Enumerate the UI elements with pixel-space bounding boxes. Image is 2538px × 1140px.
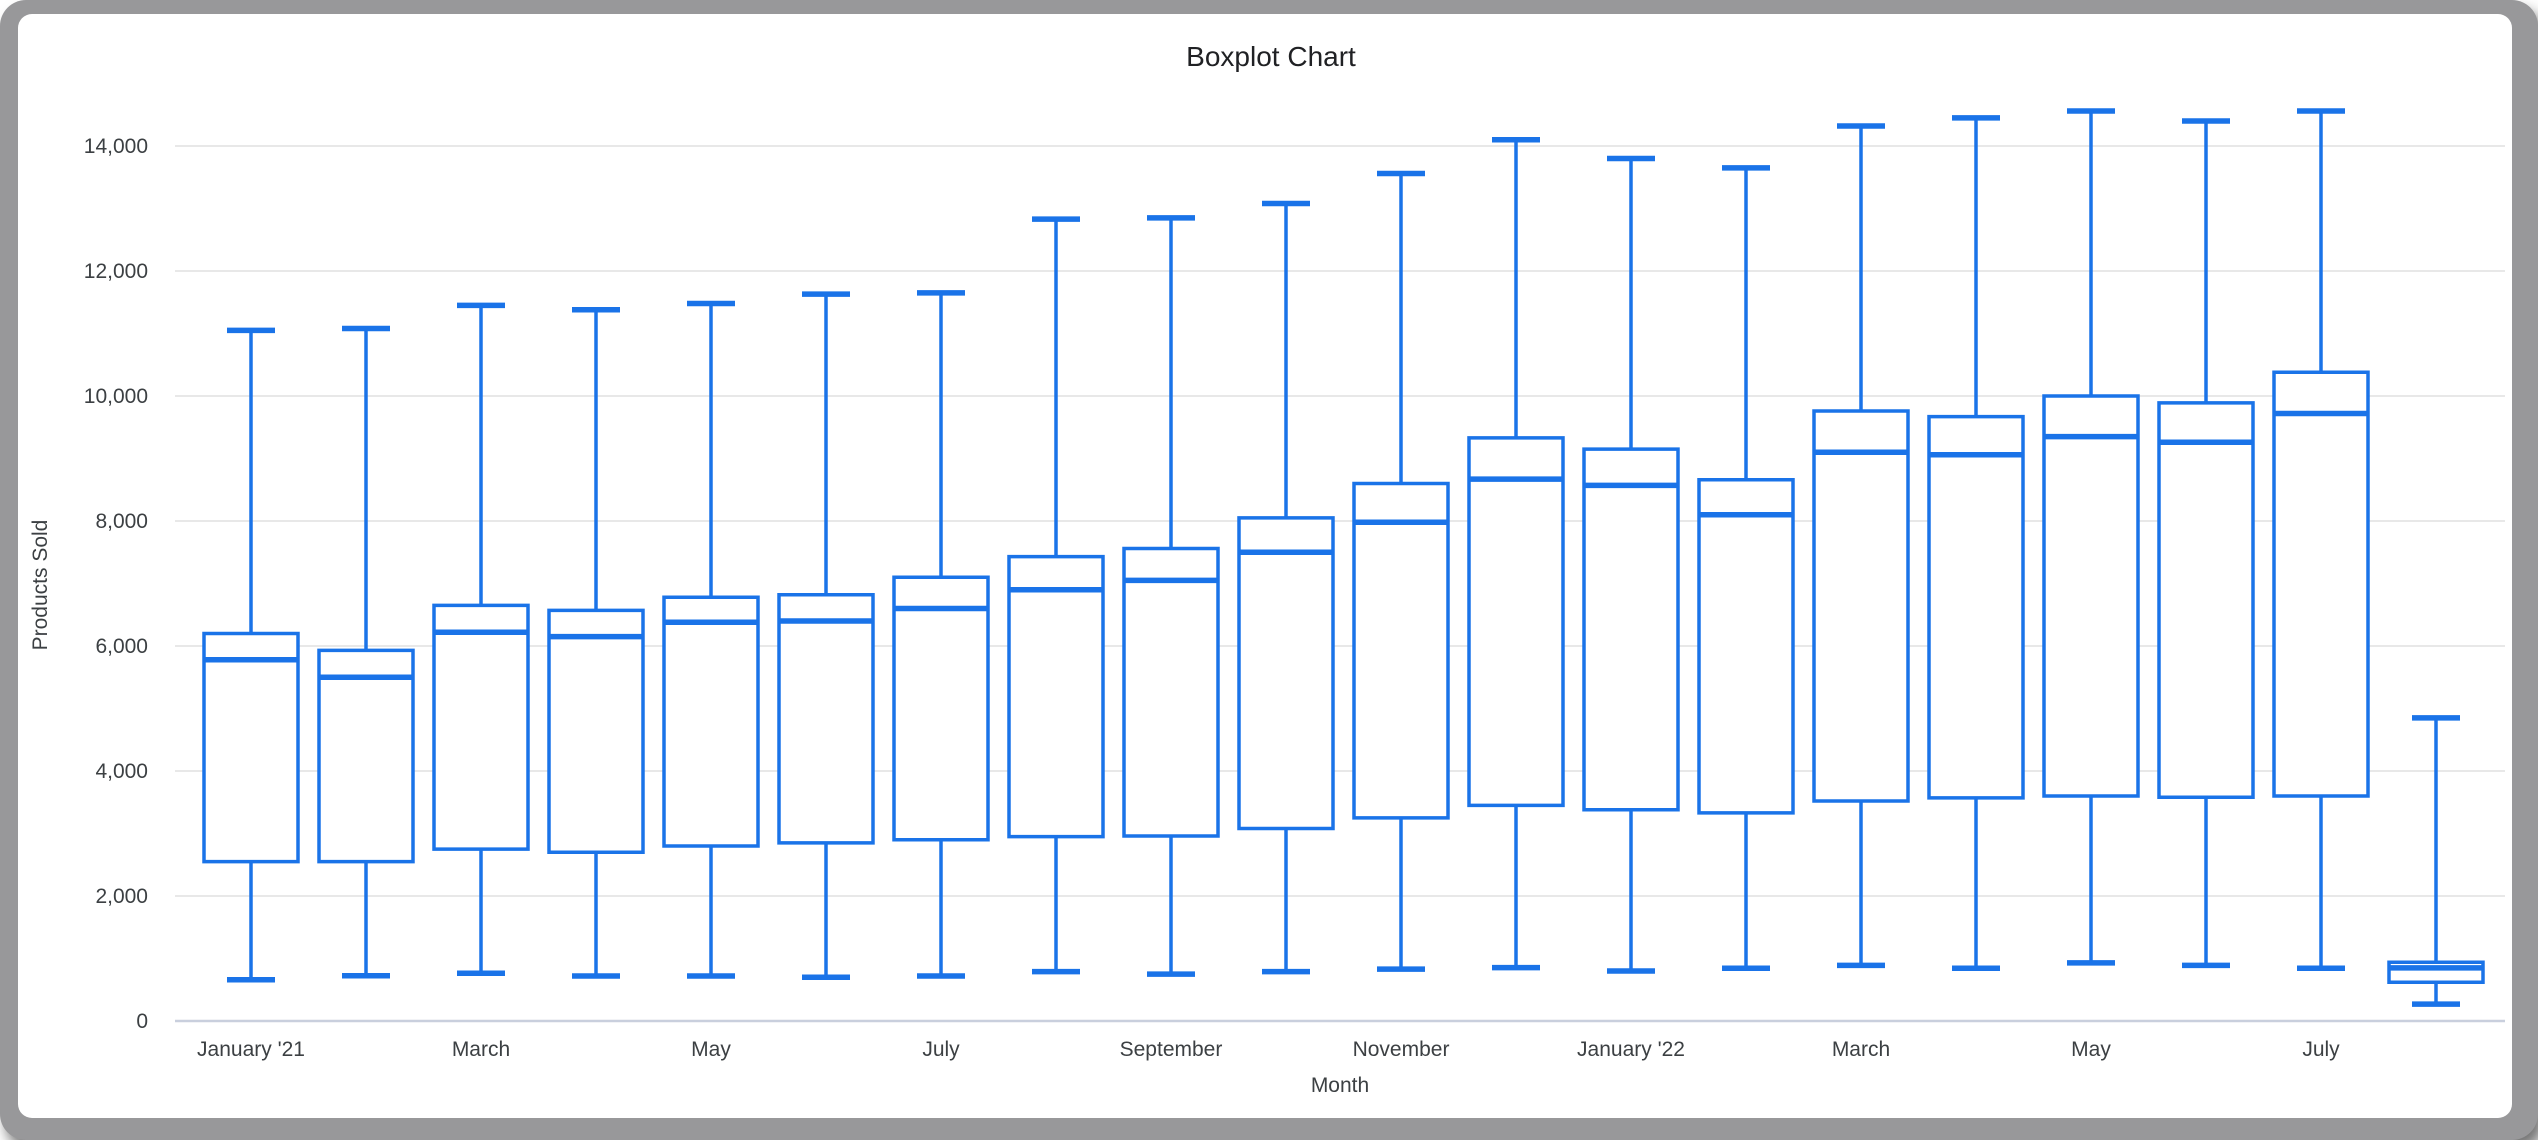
- box-plot[interactable]: July '21: [892, 290, 990, 979]
- x-tick-label: March: [452, 1038, 510, 1061]
- x-tick-label: January '21: [197, 1038, 305, 1061]
- boxplot-chart[interactable]: 02,0004,0006,0008,00010,00012,00014,000 …: [18, 14, 2512, 1118]
- y-axis-tick-labels: 0 2,000 4,000 6,000 8,000 10,000 12,000 14,000: [84, 135, 148, 1033]
- iqr-box: [1582, 447, 1680, 812]
- iqr-box: [2272, 370, 2370, 798]
- y-tick-label: 2,000: [95, 885, 148, 908]
- iqr-box: [777, 593, 875, 845]
- box-plot[interactable]: January '21: [202, 327, 300, 983]
- iqr-box: [317, 648, 415, 864]
- iqr-box: [1237, 516, 1335, 831]
- box-plot[interactable]: February '21: [317, 325, 415, 979]
- y-tick-label: 14,000: [84, 135, 148, 158]
- box-plot[interactable]: March '21: [432, 302, 530, 976]
- y-axis-title: Products Sold: [29, 520, 52, 651]
- iqr-box: [662, 595, 760, 848]
- y-tick-label: 12,000: [84, 260, 148, 283]
- box-plot[interactable]: May '22: [2042, 108, 2140, 966]
- x-axis-tick-labels: January '21 March May July September November…: [197, 1038, 2340, 1061]
- y-tick-label: 6,000: [95, 635, 148, 658]
- box-plot[interactable]: December '21: [1467, 137, 1565, 971]
- box-plot[interactable]: April '21: [547, 307, 645, 979]
- chart-card: 0 2,000 4,000 6,000 8,000 10,000 12,000 14,000 …: [18, 14, 2512, 1118]
- x-tick-label: March: [1832, 1038, 1890, 1061]
- x-tick-label: May: [2071, 1038, 2111, 1061]
- box-plot[interactable]: April '22: [1927, 115, 2025, 971]
- chart-title: Boxplot Chart: [1186, 41, 1356, 72]
- box-plot[interactable]: July '22: [2272, 108, 2370, 971]
- box-plot[interactable]: October '21: [1237, 200, 1335, 975]
- iqr-box: [1812, 409, 1910, 803]
- x-tick-label: September: [1120, 1038, 1223, 1061]
- y-tick-label: 0: [136, 1010, 148, 1033]
- iqr-box: [547, 608, 645, 854]
- iqr-box: [432, 603, 530, 851]
- box-plot[interactable]: November '21: [1352, 170, 1450, 972]
- iqr-box: [1467, 436, 1565, 808]
- x-tick-label: January '22: [1577, 1038, 1685, 1061]
- box-plot[interactable]: June '21: [777, 291, 875, 980]
- box-plot[interactable]: August '21: [1007, 216, 1105, 975]
- x-tick-label: July: [2302, 1038, 2340, 1061]
- box-plot[interactable]: January '22: [1582, 155, 1680, 974]
- box-plot[interactable]: June '22: [2157, 118, 2255, 969]
- y-tick-label: 10,000: [84, 385, 148, 408]
- iqr-box: [892, 575, 990, 842]
- iqr-box: [1122, 546, 1220, 838]
- iqr-box: [1007, 554, 1105, 839]
- gridlines: [175, 145, 2505, 1023]
- iqr-box: [202, 631, 300, 864]
- x-axis-title: Month: [1311, 1074, 1369, 1097]
- box-plot[interactable]: September '21: [1122, 215, 1220, 977]
- x-tick-label: November: [1353, 1038, 1450, 1061]
- box-plot[interactable]: May '21: [662, 300, 760, 979]
- iqr-box: [2157, 401, 2255, 799]
- y-tick-label: 4,000: [95, 760, 148, 783]
- iqr-box: [2042, 394, 2140, 798]
- y-tick-label: 8,000: [95, 510, 148, 533]
- iqr-box: [1927, 414, 2025, 800]
- iqr-box: [1697, 478, 1795, 815]
- box-plot[interactable]: August '22: [2387, 715, 2485, 1007]
- box-plot[interactable]: February '22: [1697, 165, 1795, 971]
- x-tick-label: May: [691, 1038, 731, 1061]
- box-plot[interactable]: March '22: [1812, 123, 1910, 969]
- x-tick-label: July: [922, 1038, 960, 1061]
- iqr-box: [1352, 481, 1450, 820]
